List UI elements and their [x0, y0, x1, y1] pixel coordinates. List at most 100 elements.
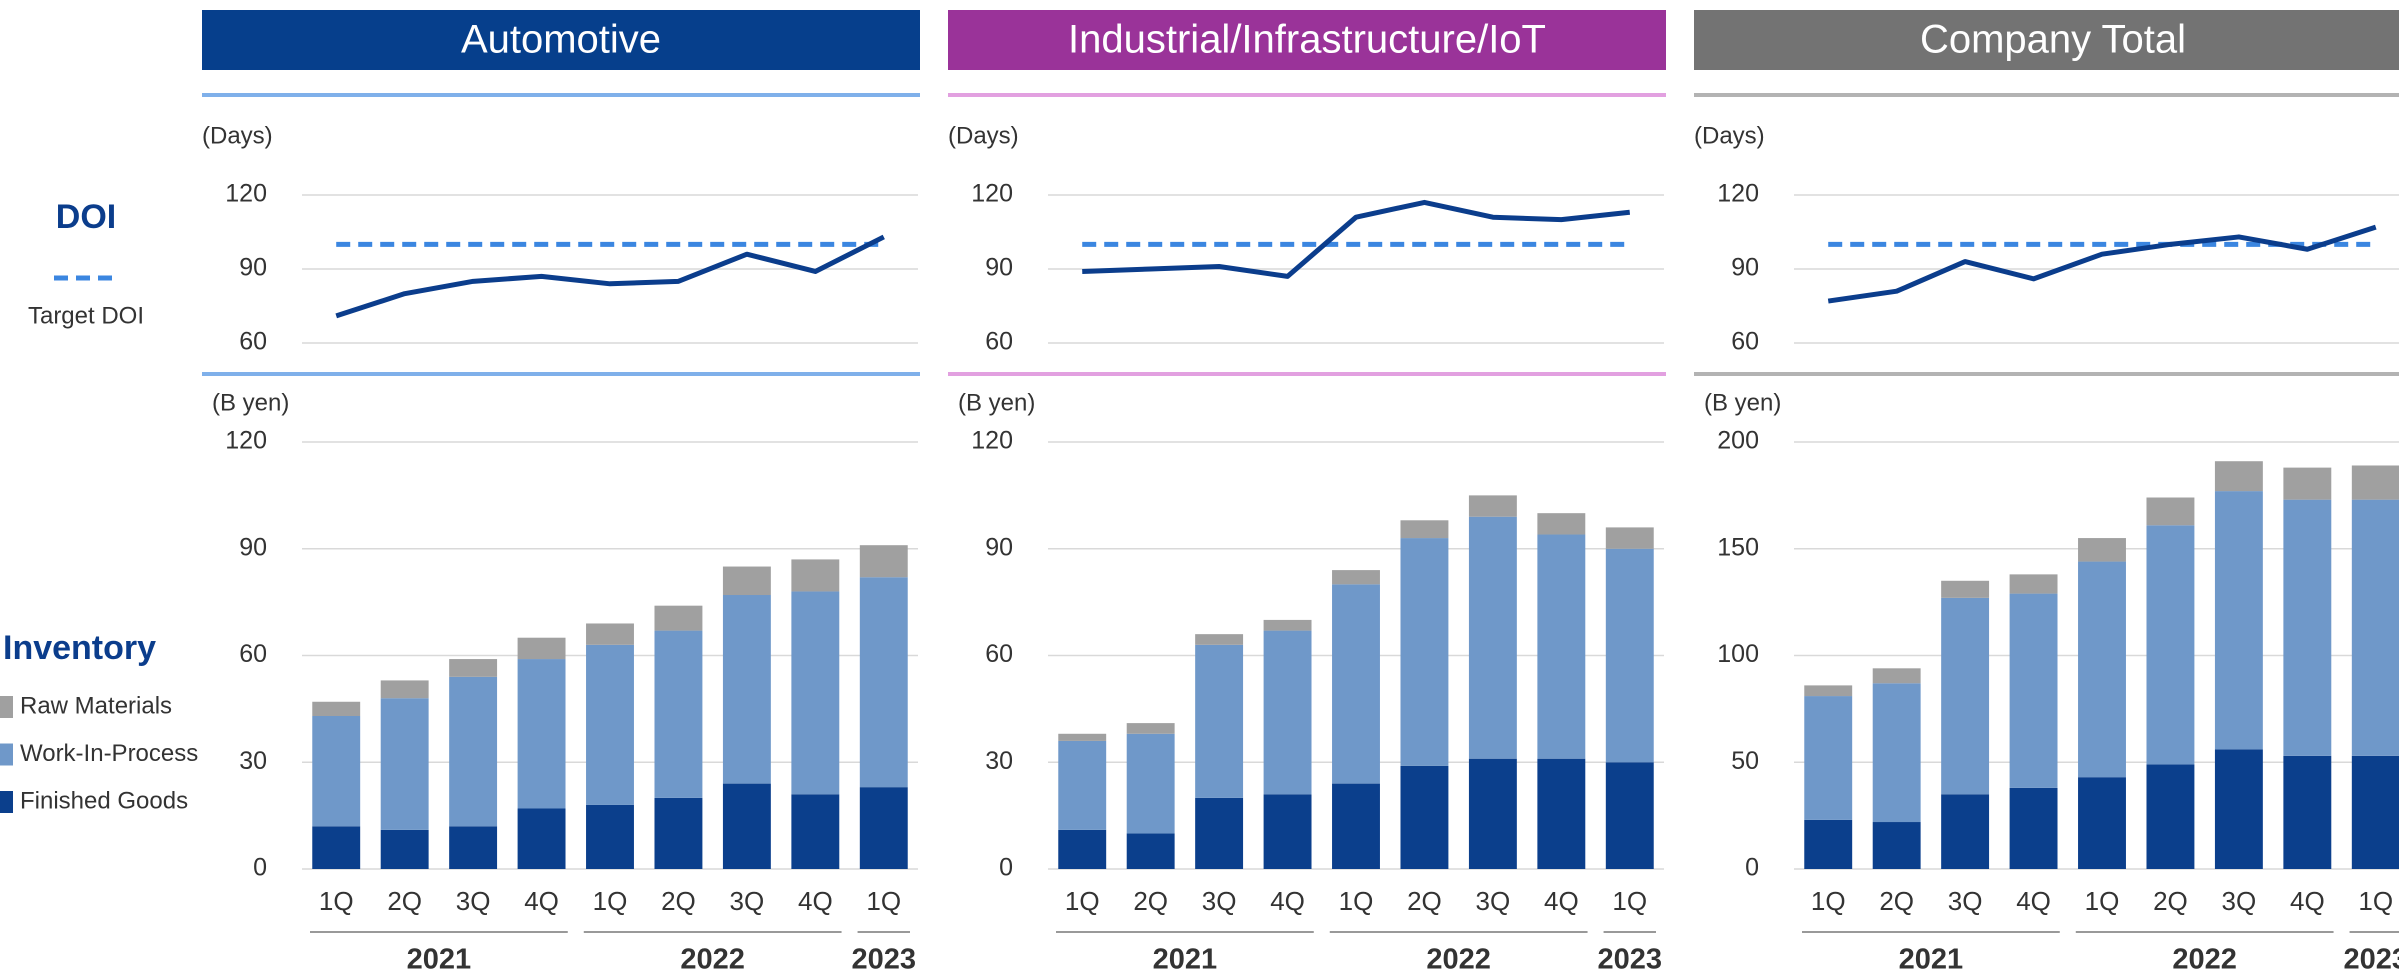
- bar-segment: [1195, 644, 1244, 798]
- legend-label: Finished Goods: [20, 787, 188, 814]
- legend-label: Raw Materials: [20, 692, 172, 719]
- x-tick-label: 1Q: [866, 886, 901, 916]
- bar-segment: [2214, 749, 2263, 869]
- bar-segment: [2214, 461, 2263, 492]
- bar-segment: [722, 783, 771, 869]
- panel-header: [948, 10, 1666, 70]
- bar-segment: [1872, 668, 1921, 684]
- axis-label: (B yen): [1704, 389, 1781, 416]
- bar-segment: [1263, 630, 1312, 795]
- bar-segment: [1126, 833, 1175, 869]
- doi-line: [335, 234, 885, 319]
- x-tick-label: 2Q: [387, 886, 422, 916]
- bar-segment: [1605, 548, 1654, 763]
- bar-segment: [1804, 696, 1853, 820]
- bar-segment: [1332, 570, 1380, 585]
- y-tick-label: 100: [1717, 640, 1759, 668]
- bar-segment: [1195, 634, 1244, 645]
- y-tick-label: 90: [985, 533, 1013, 561]
- bar-segment: [2078, 777, 2126, 869]
- y-tick-label: 60: [239, 328, 267, 356]
- x-tick-label: 1Q: [319, 886, 354, 916]
- x-tick-label: 1Q: [1612, 886, 1647, 916]
- year-label: 2023: [852, 944, 917, 976]
- bar-segment: [586, 644, 634, 805]
- axis-label: (B yen): [958, 389, 1035, 416]
- y-tick-label: 120: [971, 427, 1013, 455]
- x-tick-label: 4Q: [798, 886, 833, 916]
- bar-segment: [517, 808, 566, 869]
- bar-segment: [2078, 561, 2126, 778]
- x-tick-label: 2Q: [1879, 886, 1914, 916]
- bar-segment: [722, 595, 771, 784]
- bar-segment: [449, 826, 498, 869]
- panel-title: Industrial/Infrastructure/IoT: [1068, 18, 1546, 62]
- bar-segment: [380, 829, 429, 869]
- bar-segment: [1332, 584, 1380, 784]
- bar-segment: [1804, 685, 1853, 697]
- x-tick-label: 3Q: [1202, 886, 1237, 916]
- bar-segment: [859, 787, 908, 869]
- year-label: 2023: [1598, 944, 1663, 976]
- y-tick-label: 120: [971, 180, 1013, 208]
- doi-line: [1082, 199, 1631, 279]
- bar-segment: [312, 715, 361, 827]
- bar-segment: [1537, 513, 1586, 535]
- bar-segment: [1941, 580, 1990, 598]
- y-tick-label: 120: [225, 180, 267, 208]
- y-tick-label: 200: [1717, 427, 1759, 455]
- y-tick-label: 90: [239, 533, 267, 561]
- bar-segment: [517, 659, 566, 809]
- panel-header: [1694, 10, 2399, 70]
- y-tick-label: 120: [225, 427, 267, 455]
- x-tick-label: 4Q: [2016, 886, 2051, 916]
- bar-segment: [1605, 527, 1654, 549]
- bar-segment: [859, 577, 908, 788]
- bar-segment: [586, 804, 634, 869]
- x-tick-label: 3Q: [2222, 886, 2257, 916]
- axis-label: (Days): [1694, 122, 1765, 149]
- bar-segment: [1058, 740, 1107, 830]
- y-tick-label: 60: [985, 328, 1013, 356]
- bar-segment: [1400, 765, 1449, 869]
- axis-label: (Days): [948, 122, 1019, 149]
- bar-segment: [2283, 755, 2332, 869]
- bar-segment: [791, 559, 840, 592]
- x-tick-label: 4Q: [524, 886, 559, 916]
- bar-segment: [2351, 499, 2399, 756]
- year-label: 2021: [407, 944, 472, 976]
- x-tick-label: 3Q: [730, 886, 765, 916]
- bar-segment: [2009, 787, 2058, 869]
- bar-segment: [1263, 619, 1312, 631]
- bar-segment: [654, 797, 703, 869]
- bar-segment: [2078, 538, 2126, 562]
- y-tick-label: 60: [1731, 328, 1759, 356]
- y-tick-label: 60: [985, 640, 1013, 668]
- legend-label: Work-In-Process: [20, 740, 198, 767]
- bar-segment: [2146, 525, 2195, 765]
- y-tick-label: 0: [1745, 854, 1759, 882]
- y-tick-label: 50: [1731, 747, 1759, 775]
- x-tick-label: 3Q: [1948, 886, 1983, 916]
- y-tick-label: 120: [1717, 180, 1759, 208]
- year-label: 2022: [1426, 944, 1491, 976]
- year-label: 2021: [1899, 944, 1964, 976]
- y-tick-label: 150: [1717, 533, 1759, 561]
- legend-swatch: [0, 791, 13, 813]
- legend-swatch: [0, 696, 13, 718]
- bar-segment: [1537, 534, 1586, 759]
- panel-title: Company Total: [1920, 18, 2186, 62]
- axis-label: (Days): [202, 122, 273, 149]
- year-label: 2023: [2344, 944, 2399, 976]
- bar-segment: [1058, 733, 1107, 741]
- bar-segment: [2351, 755, 2399, 869]
- bar-segment: [2283, 467, 2332, 500]
- bar-segment: [1332, 783, 1380, 869]
- doi-line: [1827, 224, 2377, 304]
- bar-segment: [2283, 499, 2332, 756]
- bar-segment: [517, 637, 566, 660]
- panel-header: [202, 10, 920, 70]
- y-tick-label: 30: [985, 747, 1013, 775]
- y-tick-label: 90: [239, 254, 267, 282]
- legend-swatch: [0, 743, 13, 766]
